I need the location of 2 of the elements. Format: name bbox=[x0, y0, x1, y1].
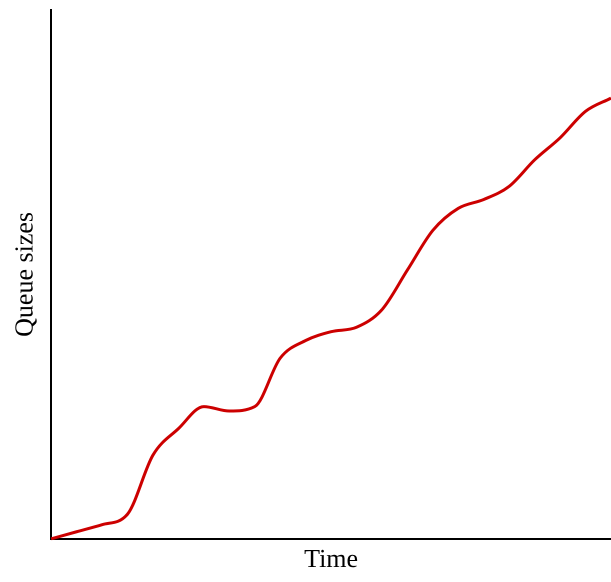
y-axis-title: Queue sizes bbox=[9, 212, 38, 337]
x-axis-title: Time bbox=[304, 544, 358, 574]
